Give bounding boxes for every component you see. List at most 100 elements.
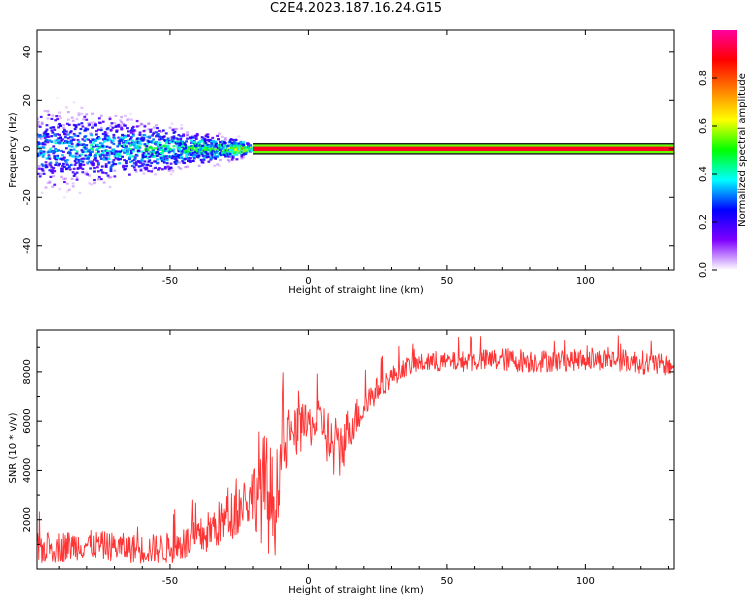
spectrogram-cell [106,174,110,177]
spectrogram-cell [227,155,231,158]
spectrogram-cell [196,144,200,147]
spectrogram-cell [184,143,188,146]
spectrogram-cell [182,148,186,151]
spectrogram-cell [114,163,118,166]
spectrogram-cell [226,158,230,162]
spectrogram-cell [130,139,134,142]
spectrogram-cell [127,130,130,133]
spectrogram-cell [116,129,120,132]
spectrogram-cell [132,158,136,161]
spectrogram-cell [164,132,168,135]
spectrogram-cell [91,150,94,153]
spectrogram-cell [155,131,158,134]
spectrogram-cell [67,145,71,148]
spectrogram-cell [74,161,78,164]
spectrogram-cell [160,144,164,147]
spectrogram-cell [87,124,91,128]
spectrogram-cell [87,157,91,160]
spectrogram-cell [100,153,104,156]
spectrogram-cell [49,175,53,179]
spectrogram-cell [164,166,168,169]
spectrogram-cell [157,143,160,146]
spectrogram-cell [43,134,47,137]
spectrogram-cell [114,150,118,153]
spectrogram-cell [45,165,49,168]
spectrogram-cell [105,132,109,135]
spectrogram-cell [113,175,117,178]
spectrogram-cell [138,131,142,134]
spectrogram-cell [223,138,227,141]
spectrogram-cell [216,163,219,166]
spectrogram-cell [166,137,170,141]
spectrogram-cell [48,139,52,142]
spectrogram-cell [232,153,236,157]
spectrogram-cell [110,122,114,125]
spectrogram-cell [113,121,117,125]
spectrogram-cell [94,124,97,127]
colorbar-tick-label: 0.4 [698,166,709,182]
spectrogram-cell [111,140,115,143]
spectrogram-cell [127,139,130,142]
spectrogram-cell [48,180,52,183]
spectrogram-cell [92,145,95,148]
spectrogram-cell [221,147,224,150]
spectrogram-cell [132,144,136,147]
spectrogram-cell [117,125,121,128]
spectrogram-cell [131,130,135,133]
spectrogram-cell [143,166,147,170]
spectrogram-cell [42,150,46,153]
spectrogram-cell [56,96,60,99]
spectrogram-cell [106,138,110,142]
spectrogram-cell [49,161,53,164]
spectrogram-cell [75,150,79,153]
spectrogram-cell [132,162,136,165]
spectrogram-cell [154,173,157,176]
spectrogram-cell [211,136,215,140]
spectrogram-cell [77,140,81,143]
spectrogram-cell [62,130,65,134]
spectrogram-cell [139,168,143,171]
spectrogram-cell [43,109,47,113]
spectrogram-cell [211,152,215,155]
spectrogram-cell [170,136,174,139]
spectrogram-cell [88,174,92,177]
spectrogram-cell [165,149,169,153]
spectrogram-cell [50,170,54,173]
spectrogram-cell [62,162,65,165]
spectrogram-cell [139,143,143,146]
spectrogram-cell [190,139,193,142]
spectrogram-cell [86,173,90,176]
spectrogram-cell [212,156,216,159]
spectrogram-cell [140,158,144,161]
spectrogram-cell [229,138,233,141]
spectrogram-cell [109,169,113,173]
spectrogram-cell [68,151,72,155]
spectrogram-cell [75,152,79,155]
spectrogram-cell [148,155,152,159]
spectrogram-cell [203,138,207,141]
spectrogram-cell [50,166,54,169]
spectrogram-cell [111,149,115,153]
spectrogram-cell [177,154,181,157]
spectrogram-cell [55,114,59,118]
spectrogram-cell [46,110,50,113]
spectrogram-cell [129,118,133,121]
spectrogram-cell [176,138,180,141]
spectrogram-cell [96,163,100,166]
spectrogram-cell [138,161,142,164]
spectrogram-x-tick-label: 50 [441,276,454,287]
spectrogram-cell [176,144,180,147]
spectrogram-cell [119,158,123,161]
spectrogram-cell [140,123,144,126]
spectrogram-cell [37,117,39,120]
spectrogram-cell [60,175,63,178]
colorbar: 0.0 0.2 0.4 0.6 0.8 Normalized spectral ampl… [698,30,748,278]
spectrogram-cell [108,185,112,189]
spectrogram-cell [69,141,73,144]
spectrogram-cell [178,161,182,164]
spectrogram-cell [191,159,195,163]
spectrogram-cell [95,130,98,133]
spectrogram-cell [142,130,146,133]
snr-x-axis-label: Height of straight line (km) [288,585,424,596]
spectrogram-cell [229,149,233,152]
